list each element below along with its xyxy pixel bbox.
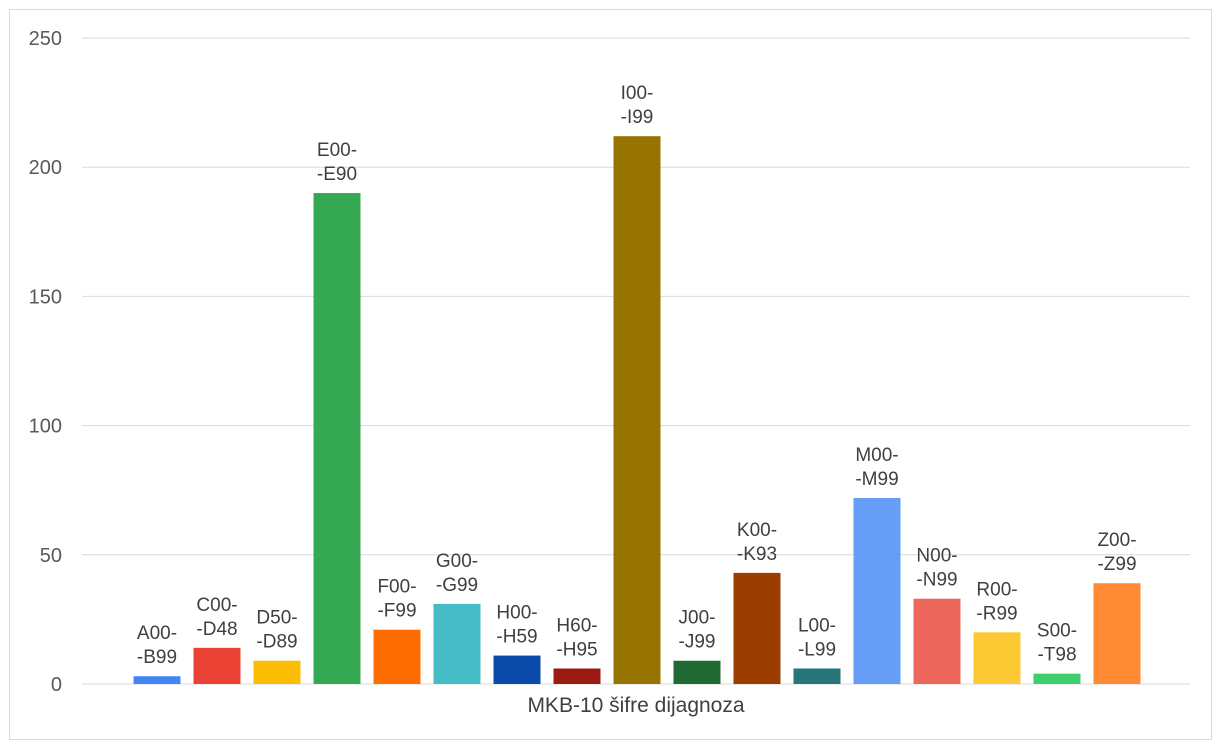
data-labels: A00- -B99 C00- -D48 D50- -D89 E00- -E90 F00- -F99…	[137, 83, 1137, 668]
bar-category-label: -N99	[916, 570, 957, 591]
bar	[493, 655, 541, 684]
y-tick-label: 150	[29, 286, 62, 308]
bar-category-label: -G99	[436, 575, 478, 596]
bar-category-label: S00-	[1037, 621, 1077, 642]
bar-category-label: -L99	[798, 639, 836, 660]
bar	[373, 629, 421, 684]
bar	[793, 668, 841, 684]
bar	[613, 136, 661, 684]
bar	[253, 660, 301, 684]
bar-category-label: K00-	[737, 520, 777, 541]
bar-category-label: R00-	[976, 579, 1017, 600]
bar	[133, 676, 181, 684]
bar-category-label: E00-	[317, 140, 357, 161]
bar-category-label: N00-	[916, 546, 957, 567]
bar-category-label: D50-	[256, 608, 297, 629]
bar-category-label: M00-	[855, 445, 898, 466]
bar-category-label: C00-	[196, 595, 237, 616]
bar-category-label: L00-	[798, 615, 836, 636]
bar-category-label: -T98	[1037, 645, 1076, 666]
bar-category-label: -K93	[737, 544, 777, 565]
bar	[733, 572, 781, 684]
bar-category-label: H00-	[496, 603, 537, 624]
bar	[1093, 583, 1141, 684]
y-axis-ticks: 0 50 100 150 200 250	[29, 28, 62, 696]
bar	[973, 632, 1021, 684]
bar-category-label: J00-	[679, 608, 716, 629]
bars	[133, 136, 1141, 685]
bar	[193, 647, 241, 684]
bar-category-label: Z00-	[1097, 530, 1136, 551]
bar-category-label: G00-	[436, 551, 478, 572]
bar-category-label: -H95	[556, 639, 597, 660]
bar	[853, 497, 901, 684]
bar	[433, 603, 481, 684]
bar-category-label: -Z99	[1097, 554, 1136, 575]
y-tick-label: 100	[29, 416, 62, 438]
bar-category-label: H60-	[556, 615, 597, 636]
y-tick-label: 0	[51, 674, 62, 696]
bar-category-label: F00-	[377, 577, 416, 598]
bar-category-label: -I99	[621, 107, 654, 128]
y-tick-label: 250	[29, 28, 62, 50]
bar	[1033, 673, 1081, 684]
bar-category-label: -B99	[137, 647, 177, 668]
bar-category-label: -R99	[976, 603, 1017, 624]
bar-category-label: -E90	[317, 164, 357, 185]
bar-category-label: -H59	[496, 627, 537, 648]
bar-category-label: I00-	[621, 83, 654, 104]
bar-category-label: -D89	[256, 632, 297, 653]
bar-category-label: A00-	[137, 623, 177, 644]
bar	[313, 193, 361, 685]
bar-category-label: -J99	[679, 632, 716, 653]
bar	[673, 660, 721, 684]
bar-category-label: -D48	[196, 619, 237, 640]
bar	[913, 598, 961, 684]
bar	[553, 668, 601, 684]
x-axis-title: MKB-10 šifre dijagnoza	[527, 694, 744, 717]
bar-category-label: -M99	[855, 469, 898, 490]
y-tick-label: 50	[40, 545, 62, 567]
chart-frame	[9, 9, 1212, 740]
bar-category-label: -F99	[377, 601, 416, 622]
y-tick-label: 200	[29, 157, 62, 179]
